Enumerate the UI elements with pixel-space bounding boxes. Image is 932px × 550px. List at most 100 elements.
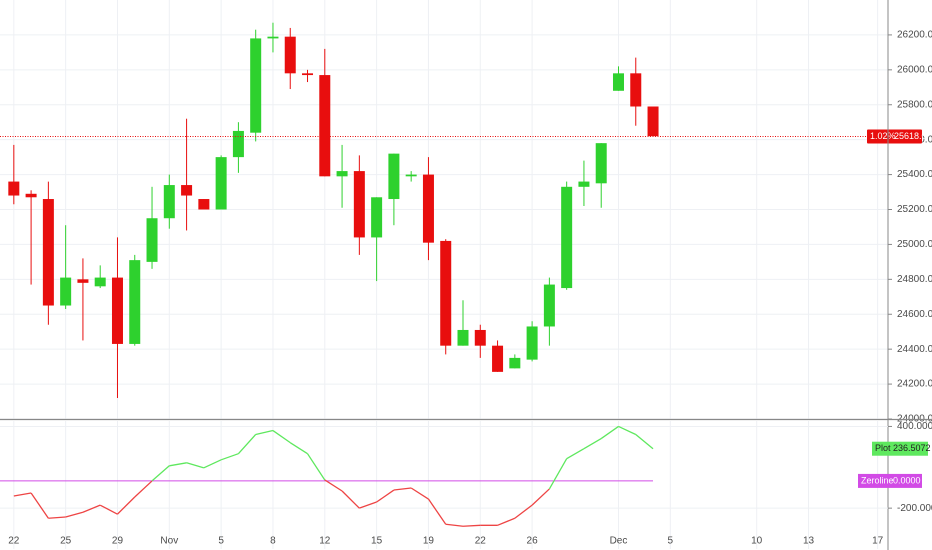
candle-body bbox=[42, 199, 54, 306]
candle-body bbox=[129, 260, 141, 344]
x-tick-label: 5 bbox=[668, 536, 674, 547]
indicator-segment bbox=[13, 492, 32, 497]
last-change: 1.02% bbox=[870, 131, 896, 141]
indicator-segment bbox=[445, 523, 464, 527]
x-tick-label: 22 bbox=[475, 536, 487, 547]
candle-body bbox=[250, 38, 262, 133]
candle-body bbox=[267, 36, 279, 39]
indicator-segment bbox=[169, 462, 187, 467]
y-tick-label: 24400.0 bbox=[897, 344, 932, 355]
indicator-segment bbox=[566, 448, 585, 460]
candle-body bbox=[60, 277, 72, 306]
indicator-segment bbox=[117, 496, 136, 515]
candle-body bbox=[284, 36, 296, 74]
y-tick-label: 26000.0 bbox=[897, 64, 932, 75]
indicator-segment bbox=[237, 434, 257, 455]
y-tick-label: 25200.0 bbox=[897, 204, 932, 215]
indicator-segment bbox=[151, 465, 170, 482]
candle-body bbox=[630, 73, 642, 107]
y-tick-label: 25000.0 bbox=[897, 239, 932, 250]
candle-body bbox=[405, 174, 417, 177]
reference-name: Zeroline bbox=[861, 475, 894, 485]
indicator-segment bbox=[393, 487, 412, 491]
x-tick-label: 13 bbox=[803, 536, 815, 547]
x-tick-label: 15 bbox=[371, 536, 383, 547]
indicator-segment bbox=[341, 490, 360, 509]
candle-body bbox=[595, 143, 607, 184]
indicator-segment bbox=[531, 488, 550, 506]
candle-body bbox=[336, 171, 348, 177]
indicator-segment bbox=[618, 425, 637, 436]
indicator-segment bbox=[220, 453, 239, 461]
x-tick-label: Nov bbox=[160, 536, 178, 547]
indicator-segment bbox=[548, 458, 568, 490]
indicator-segment bbox=[376, 489, 395, 503]
candle-body bbox=[422, 174, 434, 243]
candle-body bbox=[111, 277, 123, 344]
candle-body bbox=[77, 279, 89, 283]
reference-label: 0.0000 bbox=[893, 475, 921, 485]
indicator-segment bbox=[514, 504, 533, 519]
candle-body bbox=[440, 240, 452, 346]
x-tick-label: 8 bbox=[270, 536, 276, 547]
candle-body bbox=[232, 130, 244, 158]
candle-body bbox=[457, 329, 469, 346]
indicator-segment bbox=[30, 492, 49, 519]
candle-body bbox=[474, 329, 486, 346]
indicator-segment bbox=[583, 438, 602, 450]
candle-body bbox=[94, 277, 106, 287]
y-tick-label: 400.0000 bbox=[897, 421, 932, 432]
x-tick-label: 12 bbox=[319, 536, 331, 547]
candle-body bbox=[543, 284, 555, 327]
x-tick-label: 25 bbox=[60, 536, 72, 547]
candle-body bbox=[492, 345, 504, 372]
candle-body bbox=[509, 357, 521, 369]
candle-body bbox=[25, 193, 37, 198]
y-tick-label: 25800.0 bbox=[897, 99, 932, 110]
indicator-segment bbox=[65, 511, 84, 518]
last-price-box bbox=[867, 129, 922, 144]
indicator-segment bbox=[255, 429, 274, 436]
indicator-segment bbox=[82, 504, 101, 513]
x-tick-label: Dec bbox=[610, 536, 628, 547]
indicator-segment bbox=[186, 462, 205, 469]
x-tick-label: 26 bbox=[527, 536, 539, 547]
series-last-label: 236.5072 bbox=[893, 443, 931, 453]
indicator-segment bbox=[48, 516, 66, 519]
candle-body bbox=[612, 73, 624, 91]
candles bbox=[8, 22, 659, 399]
candle-body bbox=[146, 218, 158, 262]
candle-body bbox=[526, 326, 538, 360]
indicator-segment bbox=[427, 498, 447, 525]
reference-box bbox=[858, 473, 922, 488]
candle-body bbox=[388, 153, 400, 200]
x-tick-label: 29 bbox=[112, 536, 124, 547]
x-tick-label: 5 bbox=[218, 536, 224, 547]
candle-body bbox=[578, 181, 590, 187]
candle-body bbox=[163, 185, 175, 219]
y-tick-label: -200.0000 bbox=[897, 503, 932, 514]
y-tick-label: 26200.0 bbox=[897, 30, 932, 41]
indicator-segment bbox=[324, 479, 343, 492]
last-price-label: 25618.0 bbox=[894, 131, 927, 141]
candle-body bbox=[302, 73, 314, 76]
indicator-segment bbox=[359, 501, 377, 509]
legend-name: Plot bbox=[875, 443, 891, 453]
x-tick-label: 10 bbox=[751, 536, 763, 547]
candle-body bbox=[181, 185, 193, 196]
candle-body bbox=[353, 171, 365, 238]
candle-body bbox=[319, 75, 331, 177]
candle-body bbox=[561, 186, 573, 289]
candle-body bbox=[371, 197, 383, 238]
indicator-segment bbox=[410, 487, 429, 500]
indicator-segment bbox=[203, 459, 222, 469]
x-tick-label: 19 bbox=[423, 536, 435, 547]
series-box bbox=[872, 441, 928, 456]
indicator-segment bbox=[99, 504, 118, 515]
indicator-segment bbox=[600, 425, 619, 440]
indicator-segment bbox=[272, 429, 291, 444]
indicator-segment bbox=[635, 433, 654, 450]
y-tick-label: 24200.0 bbox=[897, 379, 932, 390]
